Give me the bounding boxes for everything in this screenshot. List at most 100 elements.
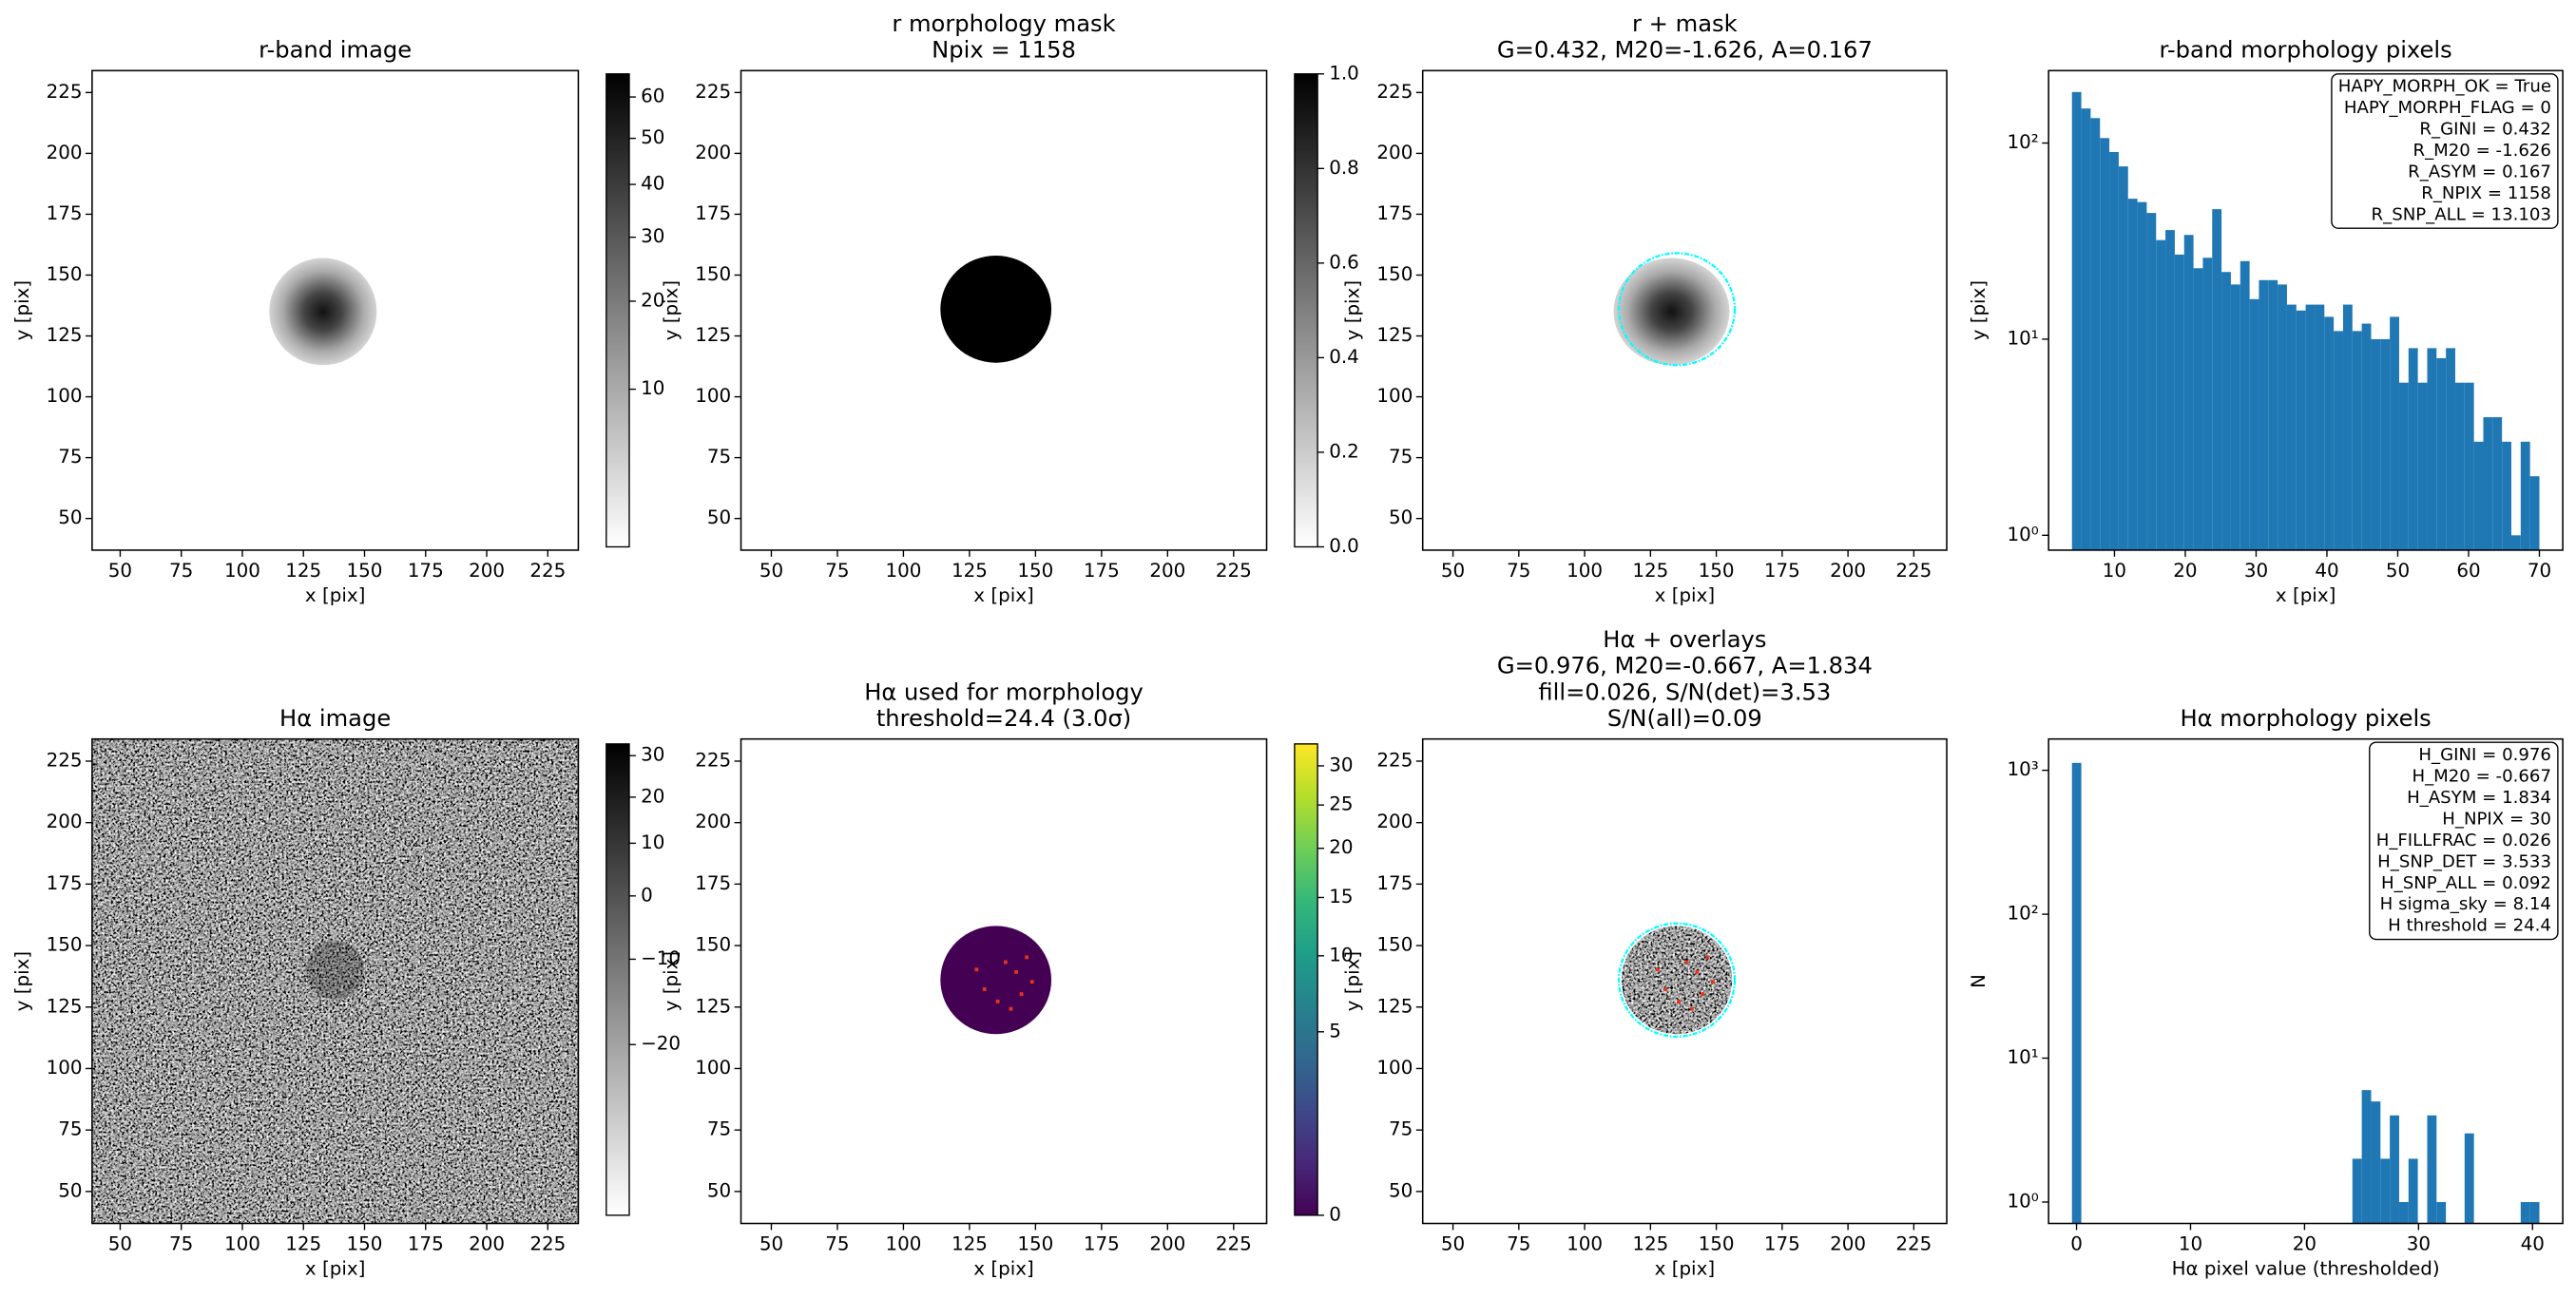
histogram-bar (2436, 357, 2447, 550)
x-tick-label: 75 (825, 1232, 849, 1254)
x-tick-label: 200 (1149, 1232, 1185, 1254)
stats-line: H sigma_sky = 8.14 (2380, 894, 2551, 914)
histogram-bar (2510, 535, 2521, 550)
y-tick-label: 200 (695, 142, 731, 163)
panel-title: r + mask (1632, 10, 1738, 37)
y-tick-label: 175 (47, 202, 83, 224)
x-tick-label: 200 (469, 1232, 505, 1254)
y-tick-label: 50 (707, 1179, 731, 1201)
mask-image (940, 926, 1052, 1035)
galaxy-image (1613, 258, 1730, 366)
histogram-bar (2240, 260, 2250, 550)
x-tick-label: 40 (2521, 1232, 2545, 1254)
y-axis-label: y [pix] (11, 280, 33, 340)
y-tick-label: 50 (1389, 1179, 1413, 1201)
stats-box-frame (2369, 741, 2559, 941)
y-tick-label: 125 (47, 995, 83, 1017)
x-tick-label: 75 (1507, 1232, 1530, 1254)
x-tick-label: 125 (952, 1232, 988, 1254)
y-tick-label: 175 (1376, 202, 1413, 224)
stats-line: HAPY_MORPH_OK = True (2338, 77, 2551, 97)
x-tick-label: 175 (1764, 560, 1800, 582)
histogram-bar (2296, 310, 2306, 550)
plot-area (269, 258, 377, 366)
plot-area (2071, 91, 2540, 550)
x-axis-label: x [pix] (1655, 1257, 1715, 1279)
detected-pixel (1689, 1006, 1694, 1011)
colorbar-tick-label: −10 (641, 947, 681, 969)
detected-pixel (1009, 1006, 1013, 1011)
detected-pixel (1677, 1000, 1681, 1003)
y-tick-label: 225 (695, 749, 731, 771)
x-tick-label: 150 (347, 1232, 383, 1254)
x-tick-label: 175 (1764, 1232, 1800, 1254)
x-axis-label: x [pix] (305, 1257, 365, 1279)
detected-pixel (1695, 969, 1700, 974)
histogram-bar (2520, 441, 2530, 550)
x-axis-label: x [pix] (305, 584, 365, 606)
y-axis-label: y [pix] (660, 280, 682, 340)
stats-line: R_GINI = 0.432 (2419, 120, 2551, 140)
plot-area (1617, 922, 1737, 1038)
x-tick-label: 200 (1149, 560, 1185, 582)
detected-pixel (1684, 960, 1689, 965)
histogram-bar (2342, 304, 2353, 550)
histogram-bar (2464, 382, 2474, 550)
y-tick-label: 100 (1376, 385, 1413, 407)
y-tick-label: 75 (1389, 1118, 1413, 1140)
x-tick-label: 100 (224, 560, 260, 582)
x-axis-label: x [pix] (2276, 584, 2336, 606)
stats-box-frame (2331, 73, 2559, 229)
x-tick-label: 50 (1441, 560, 1465, 582)
histogram-bar (2380, 1158, 2391, 1224)
histogram-bar (2259, 279, 2269, 550)
y-tick-label: 125 (695, 995, 731, 1017)
colorbar-tick-label: 30 (641, 744, 664, 766)
y-tick-label: 150 (695, 263, 731, 285)
y-tick-label: 175 (1376, 872, 1413, 894)
y-tick-label: 50 (58, 1179, 82, 1201)
histogram-bar (2427, 348, 2437, 550)
y-tick-label: 200 (1376, 811, 1413, 832)
histogram-bar (2334, 331, 2343, 550)
colorbar (606, 73, 630, 548)
histogram-bar (2071, 762, 2082, 1224)
x-tick-label: 75 (1507, 560, 1530, 582)
x-tick-label: 10 (2179, 1232, 2202, 1254)
y-tick-label: 10¹ (2008, 1046, 2039, 1068)
stats-line: H threshold = 24.4 (2388, 916, 2551, 936)
detected-pixel (1663, 987, 1667, 991)
colorbar-tick-label: 1.0 (1329, 62, 1359, 84)
histogram-bar (2315, 304, 2325, 550)
x-axis-label: Hα pixel value (thresholded) (2172, 1257, 2440, 1279)
x-tick-label: 200 (1830, 1232, 1866, 1254)
x-tick-label: 125 (1632, 1232, 1668, 1254)
histogram-bar (2492, 417, 2503, 550)
axes-frame (2047, 69, 2564, 551)
histogram-bar (2071, 91, 2082, 550)
colorbar-tick-label: 30 (1329, 754, 1353, 775)
colorbar-tick-label: 25 (1329, 793, 1353, 815)
histogram-bar (2100, 138, 2110, 550)
x-tick-label: 50 (759, 1232, 783, 1254)
histogram-bar (2305, 304, 2316, 550)
y-tick-label: 125 (47, 324, 83, 346)
axes-frame (1421, 737, 1948, 1225)
x-tick-label: 125 (1632, 560, 1668, 582)
colorbar-tick-label: 60 (641, 86, 664, 107)
histogram-bar (2417, 382, 2428, 550)
y-tick-label: 125 (695, 324, 731, 346)
y-tick-label: 150 (1376, 934, 1413, 956)
x-tick-label: 150 (1017, 560, 1053, 582)
noise-image (91, 738, 579, 1224)
y-tick-label: 10⁰ (2008, 1190, 2039, 1212)
histogram-bar (2286, 304, 2297, 550)
y-tick-label: 200 (1376, 142, 1413, 163)
stats-line: R_SNP_ALL = 13.103 (2372, 204, 2551, 224)
x-tick-label: 150 (1699, 1232, 1735, 1254)
histogram-bar (2137, 201, 2147, 550)
histogram-bar (2165, 230, 2175, 550)
